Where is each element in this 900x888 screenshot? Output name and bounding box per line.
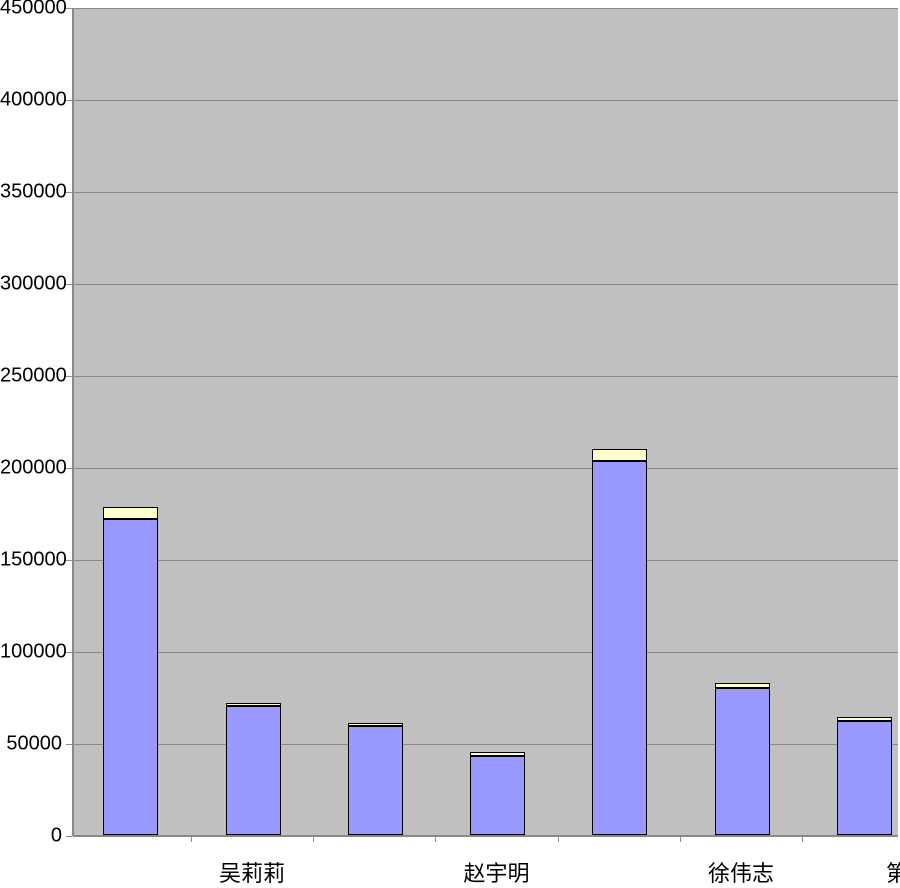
y-tick [66, 100, 72, 101]
gridline [73, 8, 898, 9]
bar [837, 717, 892, 835]
bar-segment [592, 461, 647, 835]
x-tick [558, 836, 559, 842]
y-axis-label: 150000 [0, 549, 62, 572]
x-tick [191, 836, 192, 842]
x-tick [802, 836, 803, 842]
y-tick [66, 192, 72, 193]
bar-segment [103, 519, 158, 835]
x-axis-label: 徐伟志 [708, 856, 774, 888]
bar-segment [592, 449, 647, 462]
y-axis-label: 250000 [0, 365, 62, 388]
y-axis-label: 100000 [0, 641, 62, 664]
bar [715, 683, 770, 835]
x-tick [680, 836, 681, 842]
y-axis-label: 50000 [0, 733, 62, 756]
y-tick [66, 284, 72, 285]
gridline [73, 744, 898, 745]
bar-segment [837, 721, 892, 835]
x-axis-label: 第 [886, 856, 900, 888]
bar-segment [470, 752, 525, 756]
bar [470, 752, 525, 835]
y-tick [66, 468, 72, 469]
x-axis-label: 赵宇明 [464, 856, 530, 888]
gridline [73, 376, 898, 377]
bar [103, 507, 158, 835]
y-axis-label: 200000 [0, 457, 62, 480]
y-tick [66, 744, 72, 745]
gridline [73, 192, 898, 193]
bar-segment [226, 706, 281, 835]
y-tick [66, 376, 72, 377]
gridline [73, 100, 898, 101]
bar-segment [226, 703, 281, 707]
y-axis-label: 300000 [0, 273, 62, 296]
gridline [73, 468, 898, 469]
x-tick [313, 836, 314, 842]
bar-segment [837, 717, 892, 721]
bar-segment [103, 507, 158, 519]
gridline [73, 284, 898, 285]
gridline [73, 652, 898, 653]
y-tick [66, 8, 72, 9]
y-tick [66, 652, 72, 653]
x-axis-label: 吴莉莉 [219, 856, 285, 888]
bar [592, 449, 647, 835]
gridline [73, 836, 898, 837]
bar [348, 723, 403, 835]
y-axis-label: 400000 [0, 89, 62, 112]
y-axis-label: 450000 [0, 0, 62, 20]
bar-segment [348, 726, 403, 835]
bar-segment [348, 723, 403, 727]
bar-segment [470, 756, 525, 835]
chart-plot-area [72, 8, 898, 836]
gridline [73, 560, 898, 561]
bar-segment [715, 683, 770, 688]
bar [226, 703, 281, 835]
bar-segment [715, 688, 770, 835]
y-axis-label: 0 [0, 825, 62, 848]
y-tick [66, 836, 72, 837]
x-tick [435, 836, 436, 842]
y-axis-label: 350000 [0, 181, 62, 204]
y-tick [66, 560, 72, 561]
